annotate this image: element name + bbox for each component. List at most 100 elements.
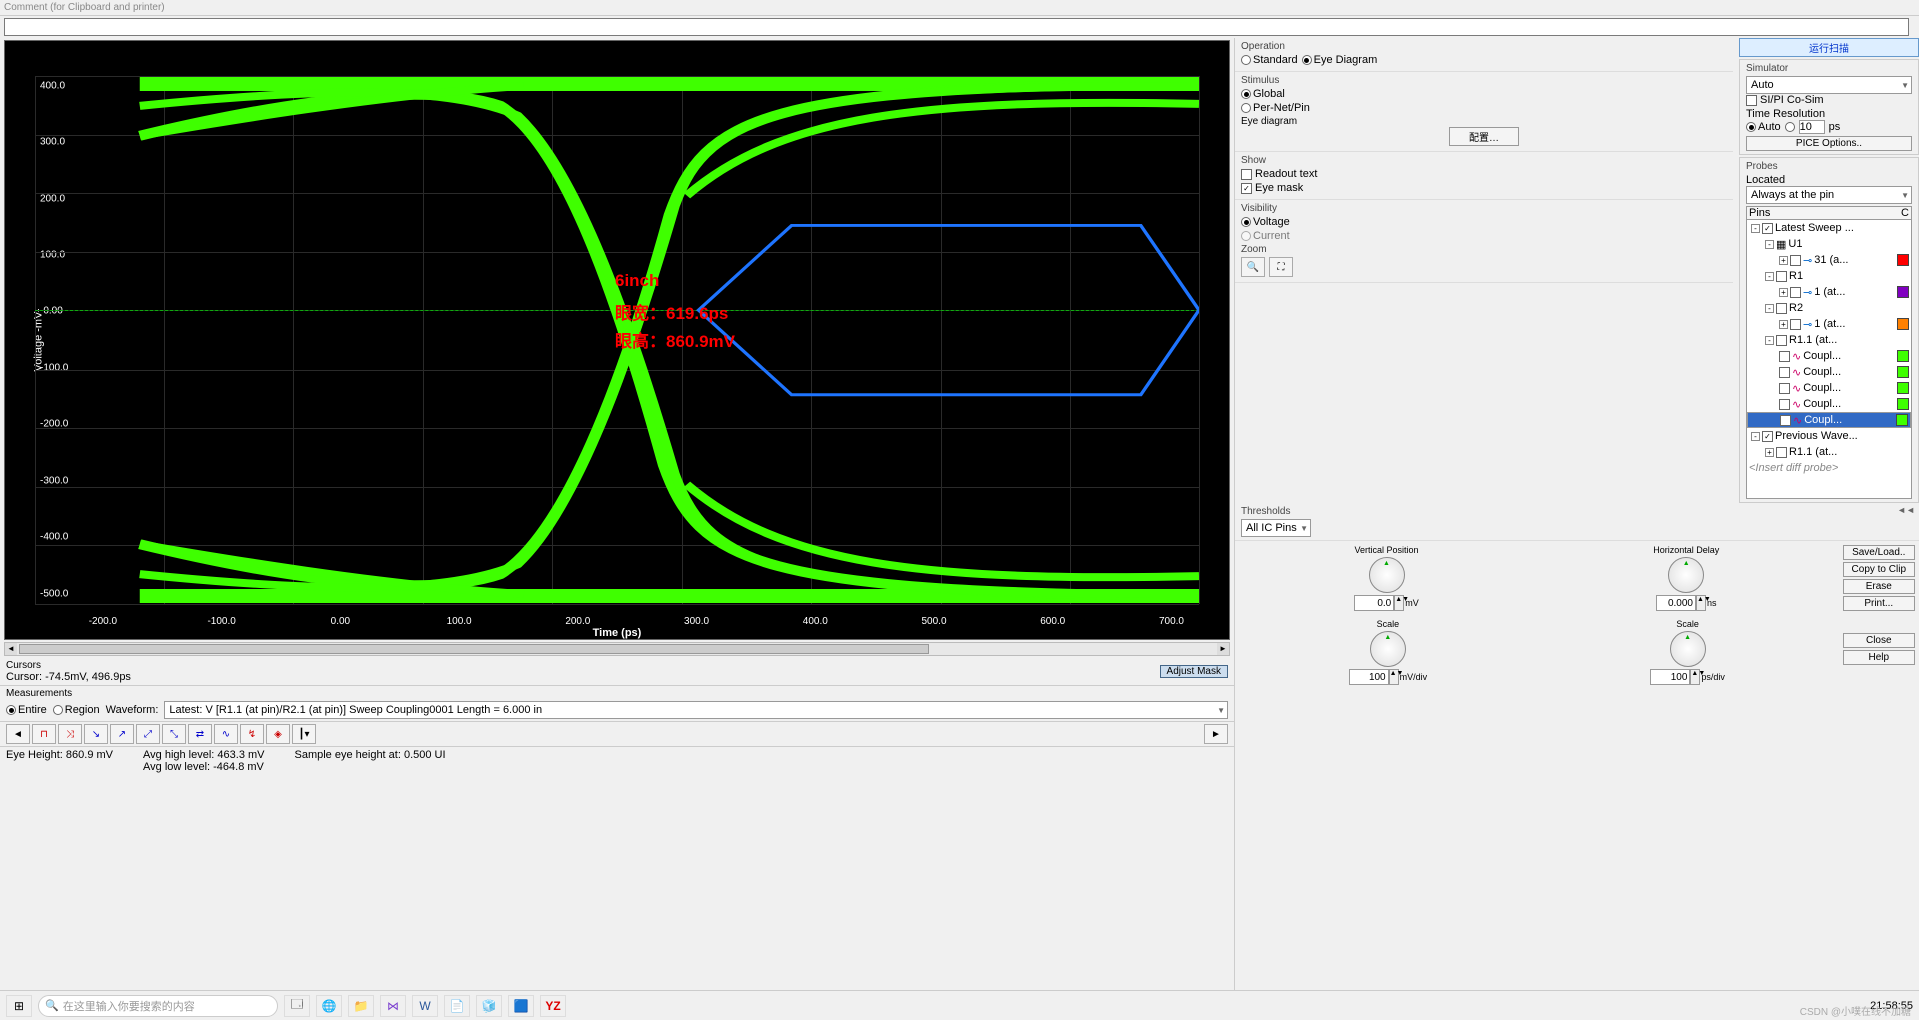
- config-button[interactable]: 配置…: [1449, 127, 1519, 146]
- timeres-input[interactable]: [1799, 120, 1825, 134]
- vp-dial[interactable]: [1369, 557, 1405, 593]
- probe-tree[interactable]: -✓Latest Sweep ...-▦U1+⊸31 (a...-R1+⊸1 (…: [1746, 219, 1912, 499]
- tool-btn[interactable]: ◄: [6, 724, 30, 744]
- tool-btn[interactable]: ↗: [110, 724, 134, 744]
- task-icon[interactable]: ⋈: [380, 995, 406, 1017]
- tree-row[interactable]: ∿Coupl...: [1747, 364, 1911, 380]
- region-radio[interactable]: Region: [53, 704, 100, 716]
- tool-btn[interactable]: ►: [1204, 724, 1228, 744]
- global-radio[interactable]: Global: [1241, 88, 1285, 100]
- waveform-label: Waveform:: [106, 704, 159, 716]
- saveload-button[interactable]: Save/Load..: [1843, 545, 1915, 560]
- simulator-select[interactable]: Auto▼: [1746, 76, 1912, 94]
- annot-title: 6inch: [615, 271, 659, 291]
- eyemask-check[interactable]: Eye mask: [1241, 182, 1303, 194]
- adjust-mask-button[interactable]: Adjust Mask: [1160, 665, 1228, 678]
- tree-row[interactable]: -R1: [1747, 268, 1911, 284]
- tool-btn[interactable]: ∿: [214, 724, 238, 744]
- sipi-check[interactable]: SI/PI Co-Sim: [1746, 94, 1824, 106]
- hd-input[interactable]: [1656, 595, 1696, 611]
- timeres-val-radio[interactable]: [1785, 122, 1795, 132]
- tree-row[interactable]: ∿Coupl...: [1747, 380, 1911, 396]
- comment-bar: Comment (for Clipboard and printer): [0, 0, 1919, 16]
- comment-input[interactable]: [4, 18, 1909, 36]
- tree-row[interactable]: +⊸31 (a...: [1747, 252, 1911, 268]
- vp-input[interactable]: [1354, 595, 1394, 611]
- thresholds-select[interactable]: All IC Pins▼: [1241, 519, 1311, 537]
- time-res-label: Time Resolution: [1746, 108, 1912, 120]
- task-icon[interactable]: 🟦: [508, 995, 534, 1017]
- start-icon[interactable]: ⊞: [6, 995, 32, 1017]
- tree-row[interactable]: ∿Coupl...: [1747, 348, 1911, 364]
- tool-btn[interactable]: ⇄: [188, 724, 212, 744]
- tree-row[interactable]: -R2: [1747, 300, 1911, 316]
- tree-row[interactable]: -R1.1 (at...: [1747, 332, 1911, 348]
- taskbar-search[interactable]: 🔍 在这里输入你要搜索的内容: [38, 995, 278, 1017]
- taskbar[interactable]: ⊞ 🔍 在这里输入你要搜索的内容 🗔 🌐 📁 ⋈ W 📄 🧊 🟦 YZ 21:5…: [0, 990, 1919, 1020]
- scale2-dial[interactable]: [1670, 631, 1706, 667]
- cursors-title: Cursors: [6, 660, 131, 671]
- tool-btn[interactable]: ⤡: [162, 724, 186, 744]
- print-button[interactable]: Print...: [1843, 596, 1915, 611]
- current-radio[interactable]: Current: [1241, 230, 1290, 242]
- task-icon[interactable]: 🗔: [284, 995, 310, 1017]
- tree-row[interactable]: +R1.1 (at...: [1747, 444, 1911, 460]
- collapse-icon[interactable]: ◄◄: [1897, 505, 1915, 515]
- xtick: 400.0: [803, 616, 828, 627]
- task-icon[interactable]: 📁: [348, 995, 374, 1017]
- tool-btn[interactable]: ⊓: [32, 724, 56, 744]
- timeres-auto-radio[interactable]: Auto: [1746, 121, 1781, 133]
- task-icon[interactable]: YZ: [540, 995, 566, 1017]
- pice-options-button[interactable]: PICE Options..: [1746, 136, 1912, 151]
- annot-eye-width: 眼宽：619.6ps: [615, 299, 728, 324]
- tree-row[interactable]: -✓Latest Sweep ...: [1747, 220, 1911, 236]
- chart-scroll[interactable]: ◄ ►: [4, 642, 1230, 656]
- tool-btn[interactable]: ◈: [266, 724, 290, 744]
- tool-btn[interactable]: ↯: [240, 724, 264, 744]
- scale2-label: Scale: [1676, 619, 1699, 629]
- tree-row[interactable]: -▦U1: [1747, 236, 1911, 252]
- help-button[interactable]: Help: [1843, 650, 1915, 665]
- tree-row[interactable]: ∿Coupl...: [1747, 412, 1911, 428]
- scroll-thumb[interactable]: [19, 644, 929, 654]
- pins-header: Pins: [1749, 207, 1770, 219]
- sample-readout: Sample eye height at: 0.500 UI: [295, 749, 446, 773]
- standard-radio[interactable]: Standard: [1241, 54, 1298, 66]
- tool-btn[interactable]: ↘: [84, 724, 108, 744]
- copy-button[interactable]: Copy to Clip: [1843, 562, 1915, 577]
- erase-button[interactable]: Erase: [1843, 579, 1915, 594]
- measurements-title: Measurements: [6, 688, 1228, 699]
- xtick: -200.0: [89, 616, 117, 627]
- voltage-radio[interactable]: Voltage: [1241, 216, 1290, 228]
- hd-label: Horizontal Delay: [1653, 545, 1719, 555]
- eye-diagram-radio[interactable]: Eye Diagram: [1302, 54, 1378, 66]
- tree-row[interactable]: +⊸1 (at...: [1747, 316, 1911, 332]
- waveform-select[interactable]: Latest: V [R1.1 (at pin)/R2.1 (at pin)] …: [164, 701, 1228, 719]
- entire-radio[interactable]: Entire: [6, 704, 47, 716]
- tool-btn[interactable]: ⤨: [58, 724, 82, 744]
- readout-check[interactable]: Readout text: [1241, 168, 1317, 180]
- scale1-dial[interactable]: [1370, 631, 1406, 667]
- zoom-in-button[interactable]: 🔍: [1241, 257, 1265, 277]
- scale2-input[interactable]: [1650, 669, 1690, 685]
- task-icon[interactable]: 📄: [444, 995, 470, 1017]
- eye-diagram-chart[interactable]: Voltage -mV- -500.0 -400.0 -300.0 -200.0…: [4, 40, 1230, 640]
- run-scan-button[interactable]: 运行扫描: [1739, 38, 1919, 57]
- avg-high-readout: Avg high level: 463.3 mV: [143, 749, 264, 761]
- tree-row[interactable]: +⊸1 (at...: [1747, 284, 1911, 300]
- tree-row[interactable]: ∿Coupl...: [1747, 396, 1911, 412]
- hd-dial[interactable]: [1668, 557, 1704, 593]
- insert-probe[interactable]: <Insert diff probe>: [1747, 460, 1911, 476]
- located-select[interactable]: Always at the pin▼: [1746, 186, 1912, 204]
- task-icon[interactable]: 🌐: [316, 995, 342, 1017]
- task-icon[interactable]: W: [412, 995, 438, 1017]
- scale1-input[interactable]: [1349, 669, 1389, 685]
- task-icon[interactable]: 🧊: [476, 995, 502, 1017]
- pernet-radio[interactable]: Per-Net/Pin: [1241, 102, 1310, 114]
- zoom-fit-button[interactable]: ⛶: [1269, 257, 1293, 277]
- tool-btn[interactable]: ┃▾: [292, 724, 316, 744]
- eye-height-readout: Eye Height: 860.9 mV: [6, 749, 113, 773]
- tree-row[interactable]: -✓Previous Wave...: [1747, 428, 1911, 444]
- tool-btn[interactable]: ⤢: [136, 724, 160, 744]
- close-button[interactable]: Close: [1843, 633, 1915, 648]
